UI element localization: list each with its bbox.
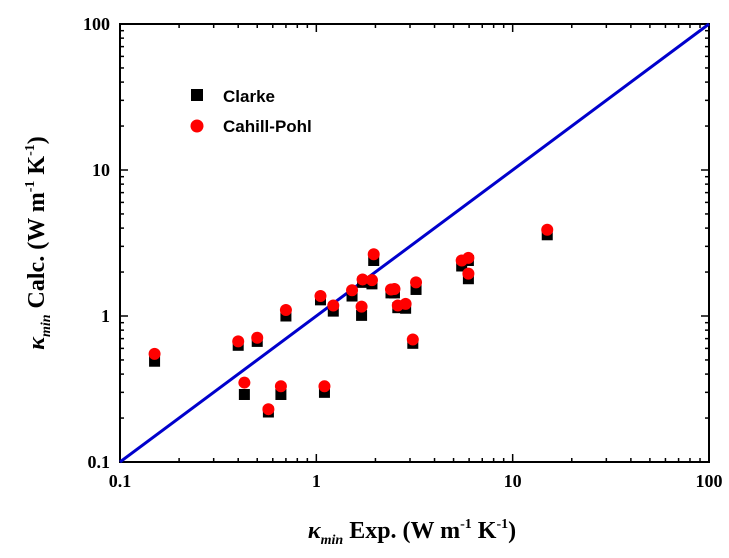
point-cahill-pohl [251,331,264,344]
point-cahill-pohl [274,380,287,393]
x-tick-label: 0.1 [109,471,132,491]
y-axis-title-exp2: -1 [23,144,38,156]
point-clarke [368,254,380,266]
x-axis-title-text: Exp. (W m [343,518,460,544]
x-axis-title-text2: K [472,518,497,544]
y-tick-label: 0.1 [88,452,111,472]
y-tick-label: 100 [83,14,110,34]
point-clarke [149,355,161,367]
legend-marker-clarke [191,89,203,101]
point-cahill-pohl [367,248,380,261]
point-cahill-pohl [148,347,161,360]
point-clarke [280,310,292,322]
point-cahill-pohl [399,297,412,310]
y-axis-title: κmin Calc. (W m-1 K-1) [23,136,54,350]
point-cahill-pohl [279,303,292,316]
legend-label-clarke: Clarke [223,87,275,106]
plot-frame [119,23,710,463]
point-cahill-pohl [238,376,251,389]
y-axis-title-subscript: min [39,314,54,337]
point-cahill-pohl [355,300,368,313]
point-cahill-pohl [356,273,369,286]
y-axis-title-exp1: -1 [23,181,38,193]
point-cahill-pohl [462,251,475,264]
point-cahill-pohl [365,274,378,287]
point-cahill-pohl [462,267,475,280]
point-cahill-pohl [262,403,275,416]
point-cahill-pohl [406,333,419,346]
y-axis-title-text2: K [24,156,50,181]
x-axis-title-exp1: -1 [460,517,472,532]
point-clarke [410,283,422,295]
x-axis-title-symbol: κ [308,518,322,544]
x-axis-title-subscript: min [321,533,344,548]
point-clarke [356,309,368,321]
x-axis-ticks: 0.1 1 10 100 [109,24,723,491]
reference-line-y-equals-x [119,22,710,464]
y-axis-ticks: 0.1 1 10 100 [83,14,709,472]
x-tick-label: 1 [312,471,321,491]
x-tick-label: 100 [696,471,723,491]
point-cahill-pohl [327,299,340,312]
point-clarke [238,388,250,400]
point-cahill-pohl [410,276,423,289]
x-tick-label: 10 [504,471,522,491]
x-axis-title: κmin Exp. (W m-1 K-1) [308,517,516,548]
plot-area [119,22,710,464]
x-axis-title-close: ) [508,518,516,544]
y-tick-label: 10 [92,160,110,180]
point-cahill-pohl [541,223,554,236]
y-tick-label: 1 [101,306,110,326]
point-cahill-pohl [314,290,327,303]
point-cahill-pohl [388,283,401,296]
legend-marker-cahill-pohl [190,119,204,133]
point-clarke [275,388,287,400]
y-axis-title-symbol: κ [24,336,50,350]
legend-label-cahill-pohl: Cahill-Pohl [223,117,312,136]
y-axis-title-close: ) [24,136,50,144]
x-axis-title-exp2: -1 [496,517,508,532]
point-cahill-pohl [318,380,331,393]
y-axis-title-text: Calc. (W m [24,192,50,314]
point-cahill-pohl [346,284,359,297]
point-clarke [318,386,330,398]
legend: Clarke Cahill-Pohl [190,87,312,136]
point-cahill-pohl [232,335,245,348]
